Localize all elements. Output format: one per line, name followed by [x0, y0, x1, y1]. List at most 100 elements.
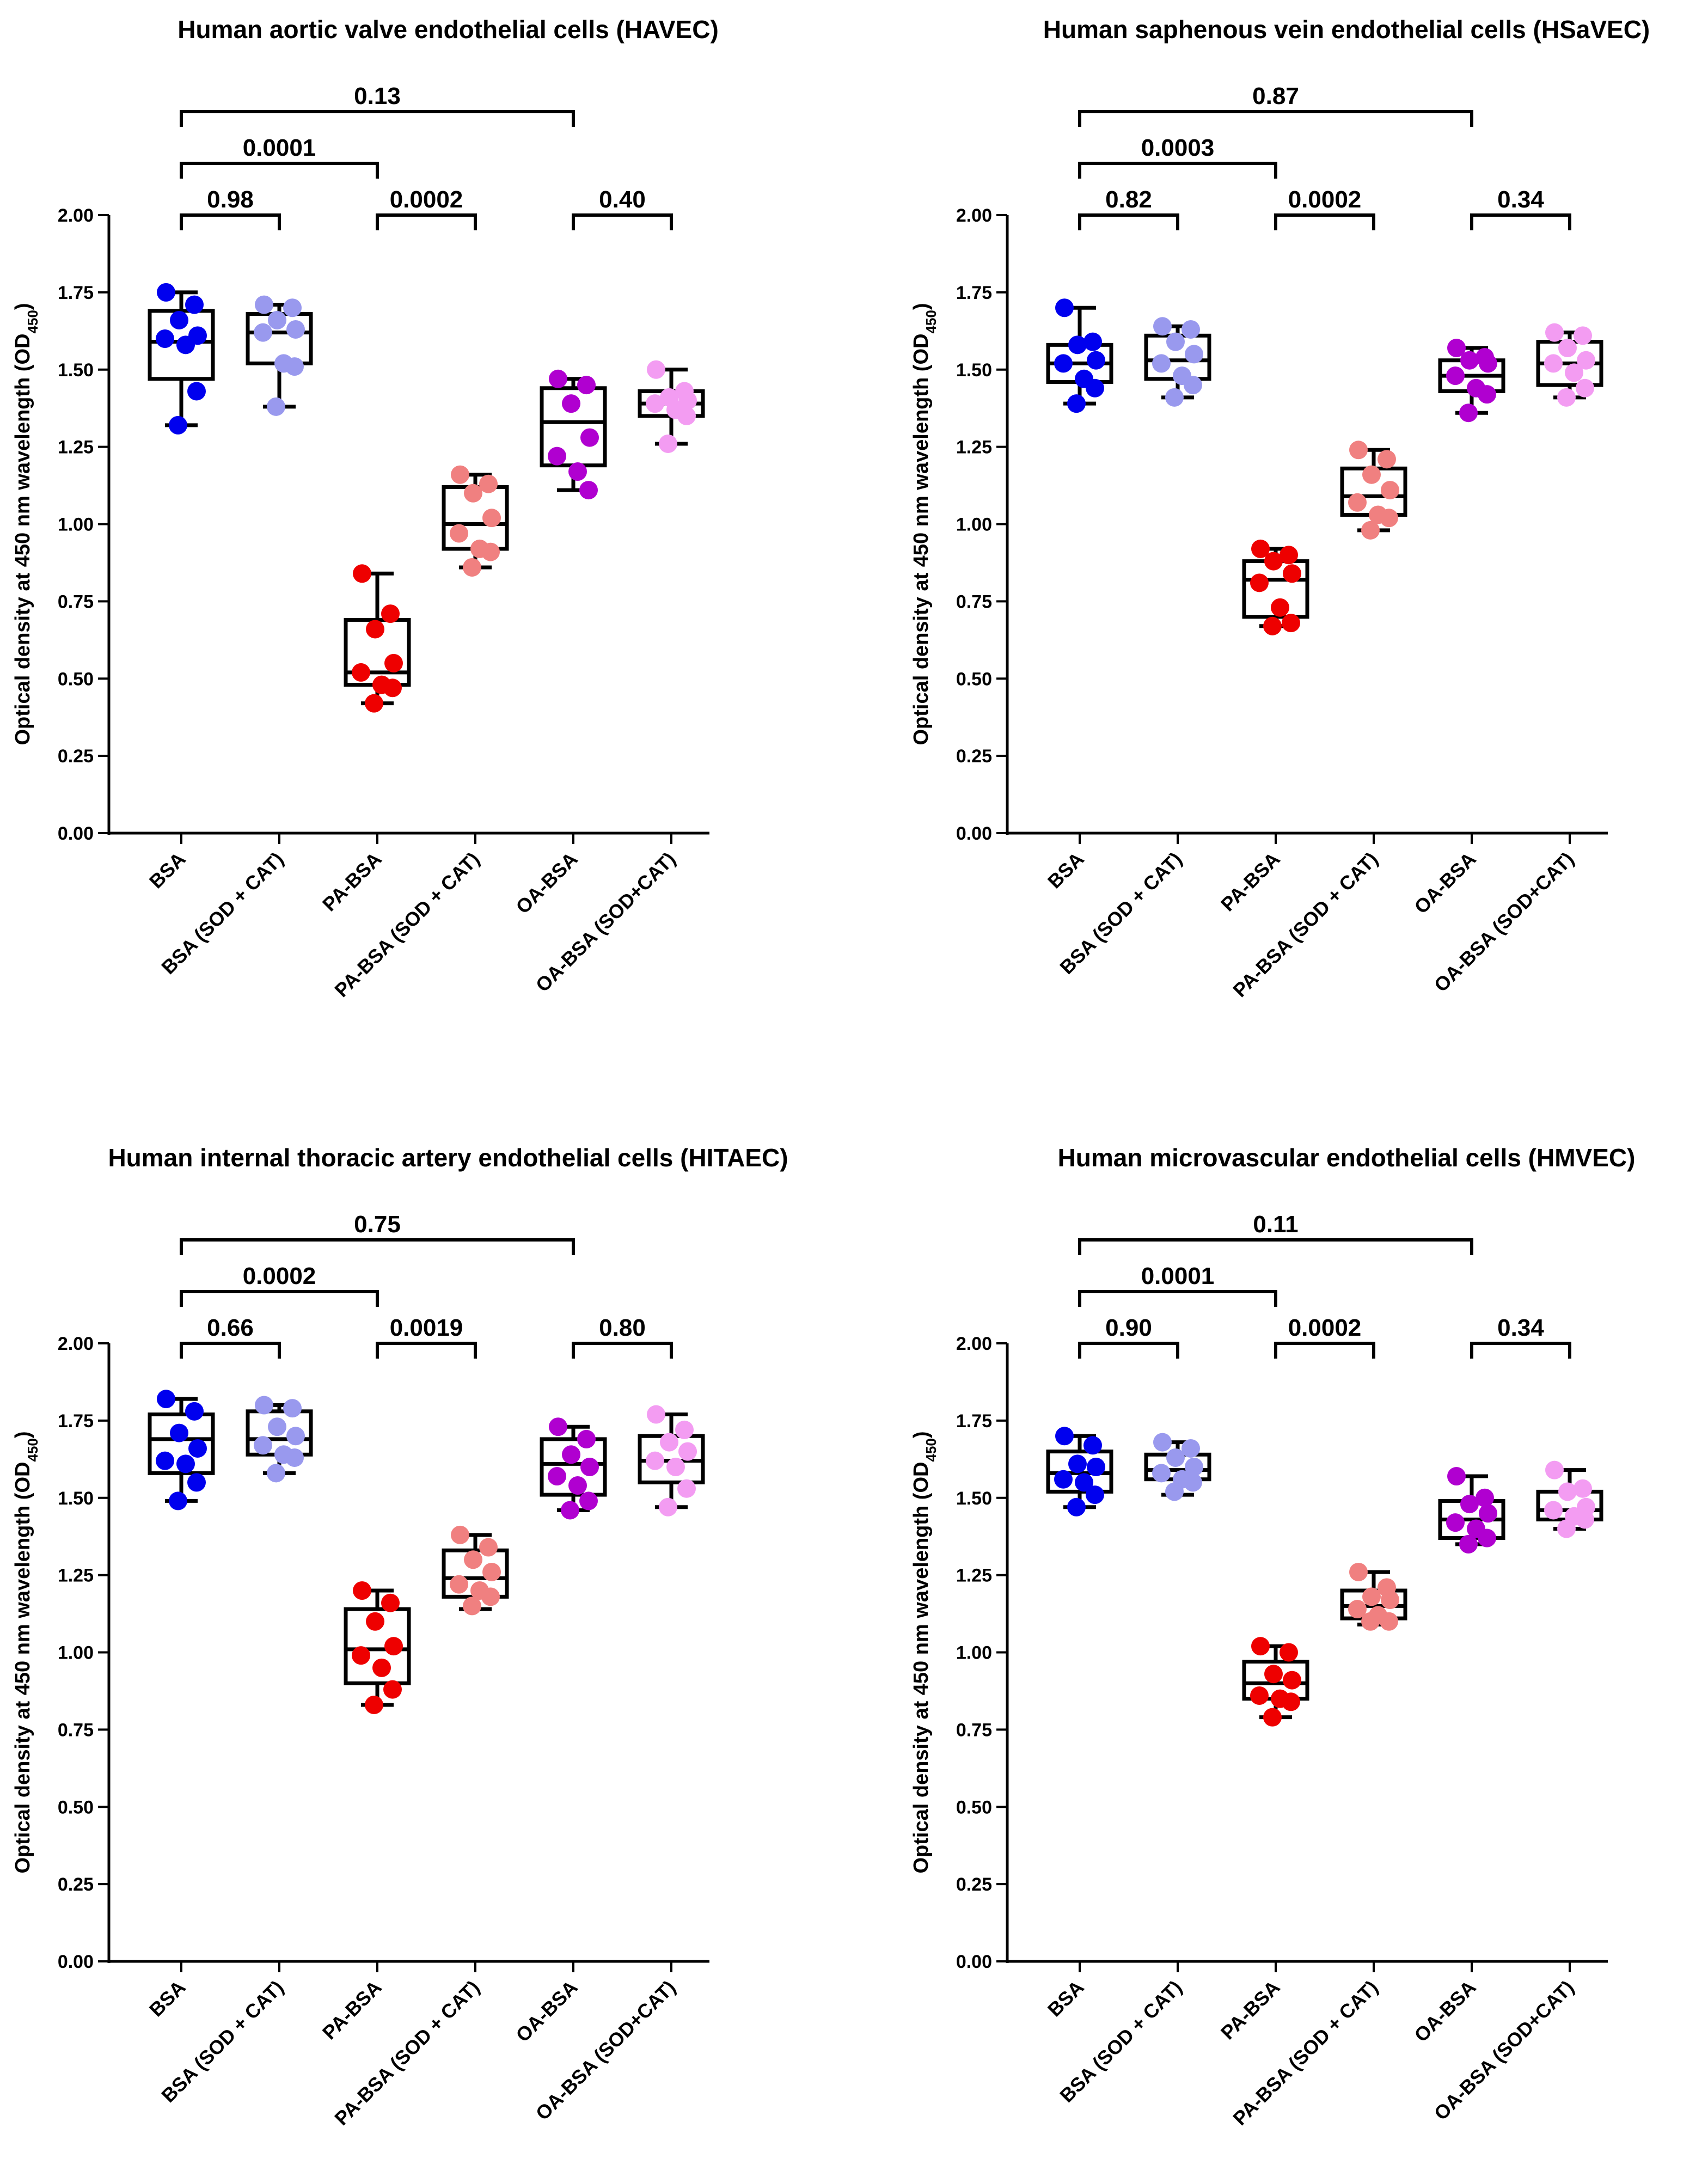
data-point	[1283, 1671, 1301, 1690]
data-point	[1478, 385, 1496, 404]
box-group-1	[1046, 298, 1113, 413]
y-tick-label: 0.25	[956, 1874, 992, 1895]
data-point	[365, 694, 383, 713]
bracket-line	[180, 1238, 575, 1255]
x-category-label: PA-BSA	[1216, 848, 1284, 916]
data-point	[176, 1454, 195, 1473]
y-tick-label: 1.25	[956, 1566, 992, 1586]
p-value-label: 0.87	[1252, 83, 1299, 109]
bracket-line	[572, 1342, 673, 1359]
data-point	[255, 1396, 273, 1415]
y-axis-label-main: Optical density at 450 nm wavelength (OD	[11, 1462, 34, 1874]
data-point	[481, 1587, 500, 1606]
data-point	[285, 1448, 304, 1467]
data-point	[267, 397, 285, 416]
data-point	[1264, 1665, 1283, 1684]
data-point	[647, 360, 665, 379]
data-point	[1378, 450, 1396, 469]
data-point	[481, 542, 500, 561]
data-point	[254, 1436, 272, 1455]
data-point	[1055, 1427, 1074, 1446]
y-axis-label-main: Optical density at 450 nm wavelength (OD	[910, 334, 933, 745]
data-point	[384, 1637, 403, 1656]
data-point	[285, 357, 304, 376]
significance-bracket: 0.0019	[376, 1314, 477, 1359]
y-axis-label-subscript: 450	[923, 310, 939, 333]
box-group-1	[148, 1390, 215, 1511]
significance-bracket: 0.0002	[180, 1263, 379, 1307]
bracket-line	[180, 1342, 281, 1359]
significance-bracket: 0.75	[180, 1211, 575, 1255]
p-value-label: 0.90	[1105, 1314, 1152, 1341]
data-point	[1087, 1458, 1105, 1476]
significance-bracket: 0.40	[572, 186, 673, 230]
bracket-line	[572, 213, 673, 230]
data-point	[156, 329, 174, 348]
data-point	[1557, 1519, 1576, 1538]
data-point	[267, 1464, 285, 1483]
p-value-label: 0.34	[1497, 186, 1544, 213]
p-value-label: 0.82	[1105, 186, 1152, 213]
data-point	[1479, 354, 1497, 373]
data-point	[1478, 1528, 1496, 1548]
y-tick-label: 0.25	[58, 1874, 94, 1895]
data-point	[1459, 403, 1478, 423]
significance-bracket: 0.90	[1078, 1314, 1179, 1359]
data-point	[1380, 509, 1398, 528]
data-point	[383, 1680, 402, 1699]
data-point	[1447, 339, 1466, 358]
data-point	[549, 369, 567, 388]
box-group-3	[344, 1581, 411, 1714]
data-point	[366, 620, 384, 639]
y-axis-label-close: )	[910, 1431, 933, 1438]
y-axis-label-close: )	[11, 303, 34, 310]
data-point	[659, 434, 677, 453]
data-point	[659, 1497, 677, 1517]
data-point	[1576, 378, 1594, 398]
p-value-label: 0.0002	[1288, 186, 1362, 213]
data-point	[1067, 1497, 1086, 1517]
data-point	[286, 320, 305, 339]
p-value-label: 0.0001	[1141, 1263, 1215, 1289]
x-category-label: PA-BSA	[318, 848, 386, 916]
data-point	[1565, 363, 1583, 382]
box-group-1	[1046, 1427, 1113, 1517]
significance-bracket: 0.0001	[1078, 1263, 1277, 1307]
x-category-label: OA-BSA	[511, 1976, 581, 2046]
data-point	[561, 1501, 579, 1520]
data-point	[1459, 1534, 1478, 1554]
bracket-line	[376, 213, 477, 230]
significance-bracket: 0.66	[180, 1314, 281, 1359]
y-tick-label: 1.00	[956, 1643, 992, 1664]
data-point	[577, 376, 596, 395]
box-group-2	[246, 295, 313, 416]
p-value-label: 0.0003	[1141, 134, 1215, 161]
data-point	[1263, 616, 1282, 635]
data-point	[1380, 1612, 1398, 1631]
p-value-label: 0.0002	[1288, 1314, 1362, 1341]
data-point	[1557, 388, 1576, 407]
y-axis-label-main: Optical density at 450 nm wavelength (OD	[910, 1462, 933, 1874]
data-point	[353, 1581, 371, 1600]
chart-hitaec: Human internal thoracic artery endotheli…	[11, 1144, 788, 2130]
y-tick-label: 0.75	[956, 1720, 992, 1740]
data-point	[1280, 546, 1298, 565]
y-tick-label: 1.00	[58, 515, 94, 535]
data-point	[1460, 1495, 1479, 1514]
y-tick-label: 1.00	[58, 1643, 94, 1664]
data-point	[170, 310, 188, 329]
x-category-label: OA-BSA	[1410, 1976, 1480, 2046]
data-point	[156, 1451, 174, 1470]
data-point	[1153, 1433, 1172, 1452]
x-category-label: BSA	[145, 848, 190, 893]
y-axis-label: Optical density at 450 nm wavelength (OD…	[910, 1431, 939, 1873]
data-point	[1577, 351, 1595, 370]
data-point	[1083, 1436, 1102, 1455]
chart-panel-hmvec: Human microvascular endothelial cells (H…	[898, 1128, 1708, 2183]
data-point	[1083, 332, 1102, 351]
data-point	[548, 1467, 566, 1486]
significance-bracket: 0.0001	[180, 134, 379, 179]
significance-bracket: 0.98	[180, 186, 281, 230]
y-tick-label: 1.50	[956, 1488, 992, 1509]
data-point	[185, 1402, 204, 1421]
